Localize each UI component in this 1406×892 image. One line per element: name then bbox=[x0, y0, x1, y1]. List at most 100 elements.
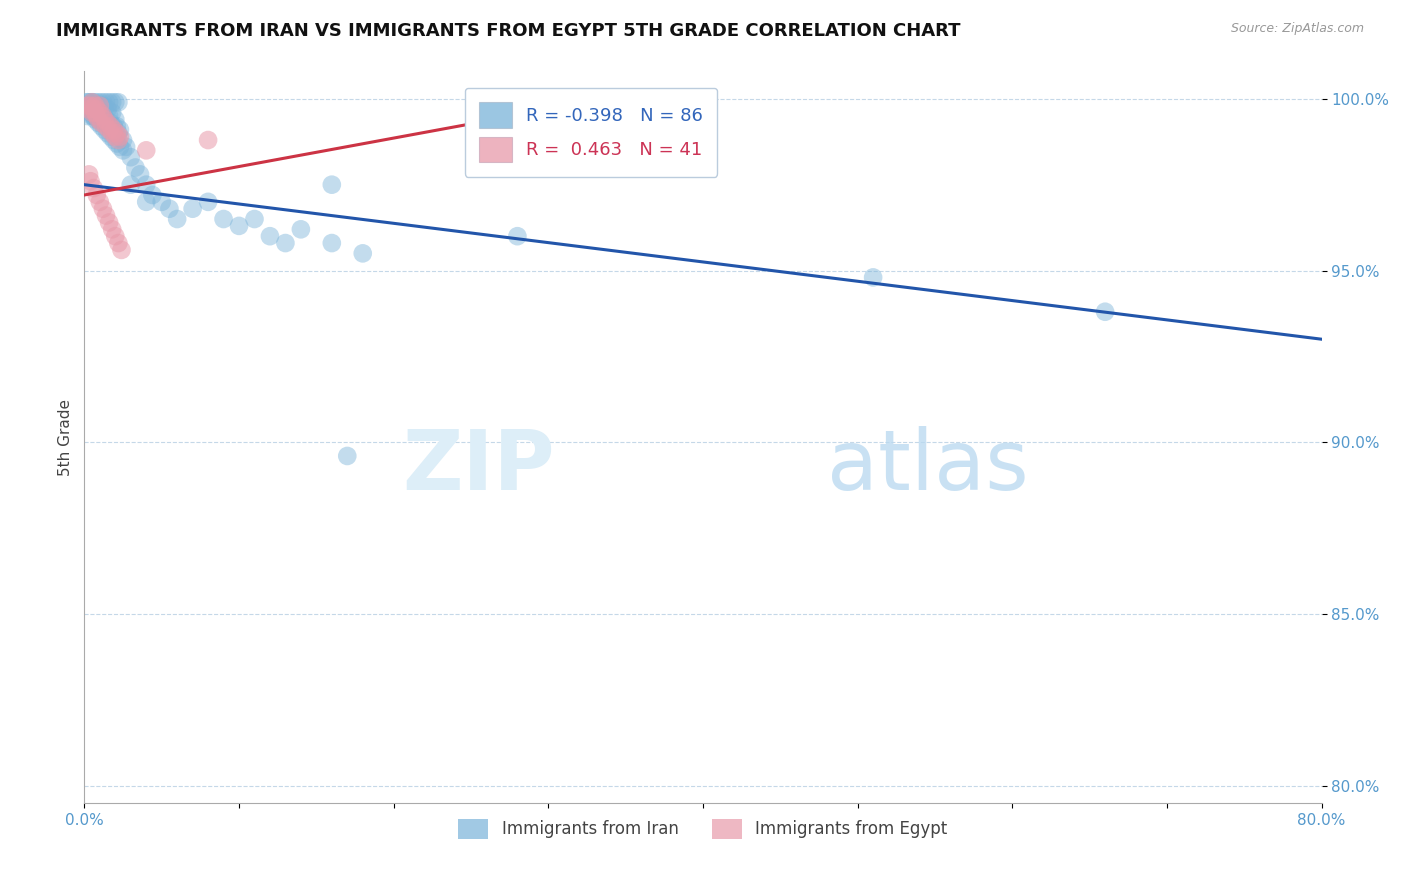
Point bbox=[86, 102, 108, 116]
Point bbox=[87, 112, 110, 127]
Point bbox=[96, 102, 118, 116]
Point bbox=[599, 95, 621, 110]
Point bbox=[77, 167, 100, 181]
Point bbox=[96, 116, 118, 130]
Point bbox=[103, 122, 125, 136]
Point bbox=[181, 202, 204, 216]
Point bbox=[141, 188, 163, 202]
Point bbox=[91, 109, 114, 123]
Point bbox=[77, 98, 100, 112]
Point bbox=[120, 150, 142, 164]
Point bbox=[79, 95, 101, 110]
Point bbox=[90, 120, 112, 134]
Point bbox=[135, 144, 157, 158]
Text: ZIP: ZIP bbox=[402, 425, 554, 507]
Point bbox=[91, 202, 114, 216]
Point bbox=[84, 112, 107, 127]
Point bbox=[115, 140, 138, 154]
Point bbox=[96, 126, 118, 140]
Point bbox=[84, 105, 107, 120]
Point bbox=[103, 120, 125, 134]
Point bbox=[107, 133, 129, 147]
Text: Source: ZipAtlas.com: Source: ZipAtlas.com bbox=[1230, 22, 1364, 36]
Point bbox=[89, 98, 111, 112]
Point bbox=[862, 270, 884, 285]
Point bbox=[212, 212, 235, 227]
Point bbox=[98, 95, 121, 110]
Point bbox=[89, 95, 111, 110]
Point bbox=[83, 95, 105, 110]
Point bbox=[336, 449, 359, 463]
Legend: Immigrants from Iran, Immigrants from Egypt: Immigrants from Iran, Immigrants from Eg… bbox=[451, 812, 955, 846]
Point bbox=[84, 105, 107, 120]
Point bbox=[91, 109, 114, 123]
Point bbox=[135, 194, 157, 209]
Point bbox=[86, 95, 108, 110]
Point bbox=[150, 194, 173, 209]
Point bbox=[93, 112, 115, 127]
Point bbox=[105, 120, 128, 134]
Point bbox=[506, 229, 529, 244]
Point bbox=[76, 95, 98, 110]
Point bbox=[1094, 304, 1116, 318]
Point bbox=[101, 126, 124, 140]
Point bbox=[112, 144, 135, 158]
Point bbox=[274, 235, 297, 250]
Point bbox=[93, 102, 115, 116]
Point bbox=[83, 102, 105, 116]
Point bbox=[89, 98, 111, 112]
Point bbox=[105, 126, 128, 140]
Point bbox=[77, 102, 100, 116]
Point bbox=[76, 98, 98, 112]
Point bbox=[94, 112, 117, 127]
Point bbox=[243, 212, 266, 227]
Point bbox=[83, 98, 105, 112]
Point bbox=[84, 102, 107, 116]
Point bbox=[110, 243, 132, 257]
Point bbox=[107, 235, 129, 250]
Point bbox=[101, 105, 124, 120]
Point bbox=[91, 98, 114, 112]
Point bbox=[83, 109, 105, 123]
Point bbox=[107, 126, 129, 140]
Point bbox=[84, 98, 107, 112]
Point bbox=[90, 112, 112, 127]
Point bbox=[94, 209, 117, 223]
Point bbox=[98, 109, 121, 123]
Point bbox=[86, 188, 108, 202]
Point bbox=[105, 136, 128, 151]
Point bbox=[93, 122, 115, 136]
Point bbox=[91, 95, 114, 110]
Point bbox=[321, 235, 343, 250]
Point bbox=[89, 105, 111, 120]
Point bbox=[98, 122, 121, 136]
Point bbox=[82, 105, 104, 120]
Y-axis label: 5th Grade: 5th Grade bbox=[58, 399, 73, 475]
Point bbox=[82, 109, 104, 123]
Point bbox=[228, 219, 250, 233]
Point bbox=[129, 167, 152, 181]
Text: IMMIGRANTS FROM IRAN VS IMMIGRANTS FROM EGYPT 5TH GRADE CORRELATION CHART: IMMIGRANTS FROM IRAN VS IMMIGRANTS FROM … bbox=[56, 22, 960, 40]
Point bbox=[87, 102, 110, 116]
Point bbox=[82, 95, 104, 110]
Point bbox=[159, 202, 180, 216]
Point bbox=[87, 112, 110, 127]
Point bbox=[79, 174, 101, 188]
Point bbox=[79, 98, 101, 112]
Point bbox=[83, 181, 105, 195]
Point bbox=[93, 116, 115, 130]
Point bbox=[166, 212, 188, 227]
Point bbox=[197, 194, 219, 209]
Point bbox=[89, 105, 111, 120]
Point bbox=[86, 109, 108, 123]
Point bbox=[96, 116, 118, 130]
Point bbox=[100, 129, 122, 144]
Point bbox=[112, 133, 135, 147]
Point bbox=[101, 95, 124, 110]
Point bbox=[76, 109, 98, 123]
Point bbox=[108, 129, 131, 144]
Point bbox=[89, 194, 111, 209]
Point bbox=[82, 95, 104, 110]
Point bbox=[86, 98, 108, 112]
Point bbox=[104, 95, 127, 110]
